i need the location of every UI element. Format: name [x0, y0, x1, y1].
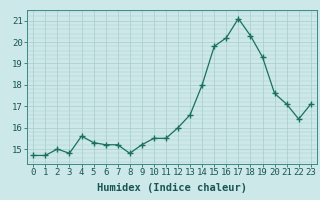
- X-axis label: Humidex (Indice chaleur): Humidex (Indice chaleur): [97, 183, 247, 193]
